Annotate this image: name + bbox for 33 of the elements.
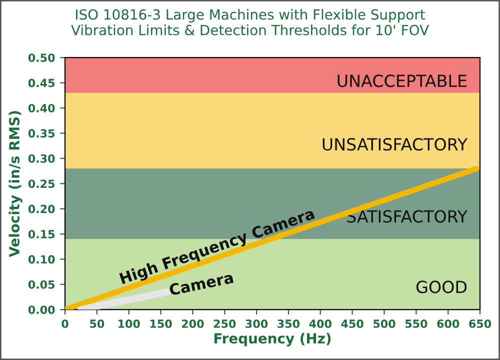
x-tick-label: 150 — [150, 320, 172, 328]
x-tick-label: 250 — [214, 320, 236, 328]
y-tick-label: 0.35 — [28, 129, 55, 138]
y-tick-label: 0.50 — [28, 54, 55, 62]
x-tick-label: 0 — [62, 320, 68, 328]
x-tick-label: 200 — [182, 320, 204, 328]
y-tick-label: 0.05 — [28, 280, 55, 289]
y-tick-label: 0.30 — [28, 154, 55, 163]
y-tick-label: 0.10 — [28, 255, 55, 264]
band-label: SATISFACTORY — [347, 210, 468, 223]
y-tick-label: 0.20 — [28, 204, 55, 214]
text: Camera — [168, 272, 234, 296]
y-tick-label: 0.45 — [28, 78, 55, 88]
x-tick-label: 600 — [437, 320, 460, 328]
y-tick-label: 0.40 — [28, 104, 55, 112]
y-tick-label: 0.25 — [28, 180, 55, 188]
y-tick-label: 0.15 — [28, 230, 55, 238]
x-axis-title: Frequency (Hz) — [214, 332, 331, 346]
x-tick-label: 550 — [405, 320, 428, 328]
x-tick-label: 450 — [341, 320, 364, 328]
band-label: GOOD — [416, 280, 467, 294]
band-label: UNACCEPTABLE — [338, 74, 466, 88]
x-tick-label: 400 — [309, 320, 332, 328]
x-tick-label: 650 — [469, 320, 492, 328]
y-tick-label: 0.00 — [28, 306, 55, 314]
x-tick-label: 100 — [118, 320, 140, 328]
band-label: UNSATISFACTORY — [322, 138, 468, 151]
x-tick-label: 350 — [278, 320, 300, 328]
y-axis-title: Velocity (in/s RMS) — [8, 111, 22, 258]
x-tick-label: 300 — [246, 320, 268, 328]
chart-title: ISO 10816-3 Large Machines with Flexible Support Vibration Limits & Detection Thresholds for 10' FOV — [71, 9, 429, 36]
x-tick-label: 500 — [373, 320, 396, 328]
x-tick-label: 50 — [90, 320, 104, 328]
